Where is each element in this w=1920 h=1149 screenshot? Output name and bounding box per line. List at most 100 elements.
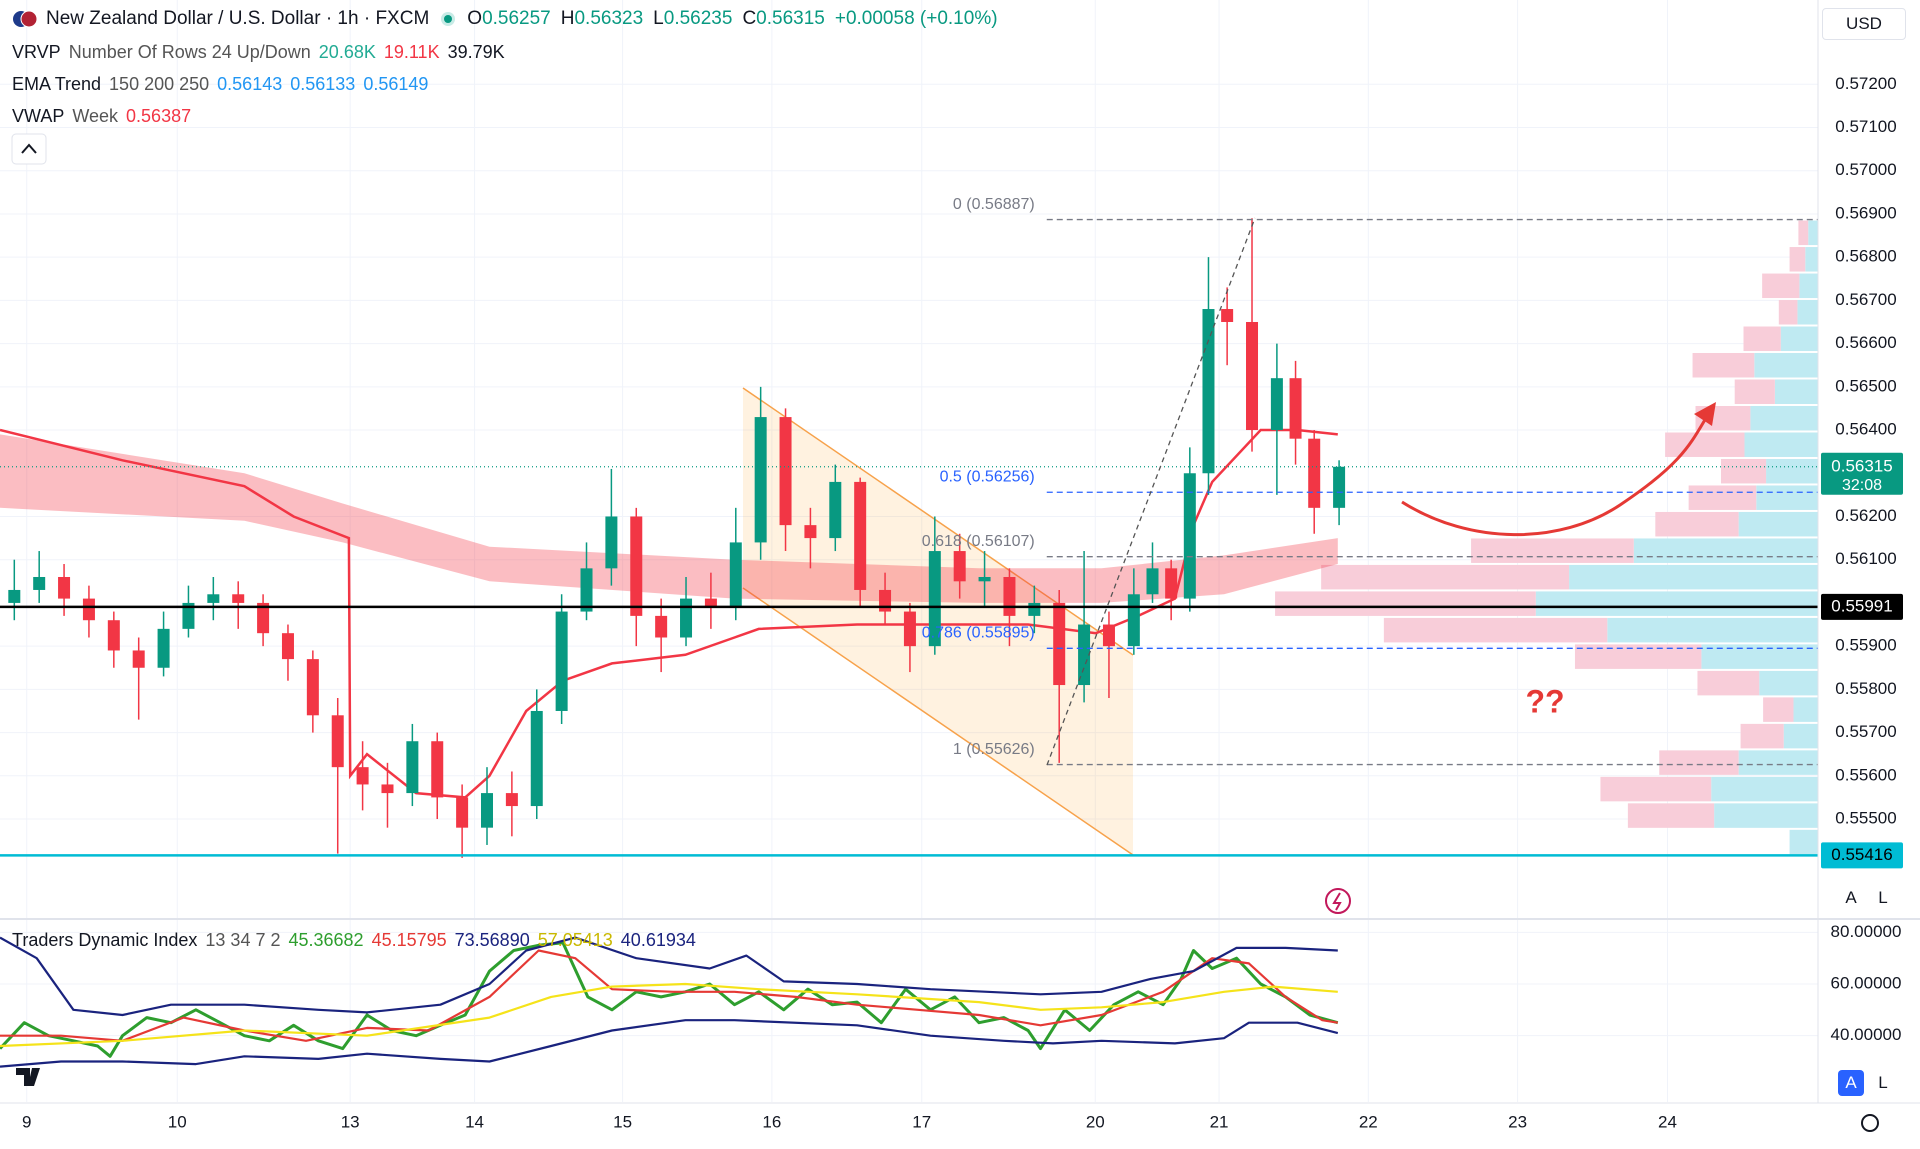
candle-body — [107, 620, 120, 651]
candle-body — [356, 767, 369, 785]
x-tick-label: 24 — [1658, 1112, 1677, 1131]
volume-up — [1783, 723, 1818, 749]
indicator-value: 0.56387 — [126, 106, 192, 126]
candle-body — [431, 741, 444, 798]
x-tick-label: 20 — [1086, 1112, 1105, 1131]
fib-label: 0.5 (0.56256) — [940, 468, 1035, 485]
alert-icon[interactable] — [1325, 888, 1351, 914]
x-tick-label: 17 — [912, 1112, 931, 1131]
candle-body — [1053, 602, 1066, 686]
volume-down — [1688, 485, 1757, 510]
candle-body — [1333, 466, 1346, 508]
indicator-legend[interactable]: EMA Trend 150 200 250 0.56143 0.56133 0.5614… — [12, 74, 428, 95]
indicator-legend[interactable]: VRVP Number Of Rows 24 Up/Down 20.68K 19.11… — [12, 42, 505, 63]
candle-body — [306, 659, 319, 716]
candle-body — [879, 589, 892, 612]
volume-up — [1756, 485, 1818, 510]
candle-body — [207, 594, 220, 603]
button-label: L — [1878, 1073, 1888, 1092]
indicator-value: 45.15795 — [371, 930, 447, 950]
symbol-legend: New Zealand Dollar / U.S. Dollar · 1h · … — [12, 8, 998, 30]
tdi-line — [0, 941, 1339, 1058]
ohlc-values: O0.56257 H0.56323 L0.56235 C0.56315 +0.00058… — [467, 8, 997, 30]
alert-bolt — [1332, 892, 1342, 911]
volume-up — [1805, 247, 1818, 272]
candle-body — [157, 628, 170, 668]
tdi-line — [0, 949, 1338, 1042]
indicator-value: 40.61934 — [620, 930, 696, 950]
volume-down — [1740, 723, 1784, 749]
indicator-params: 150 200 250 — [109, 74, 210, 94]
symbol-title[interactable]: New Zealand Dollar / U.S. Dollar · 1h · … — [46, 8, 430, 29]
candle-body — [729, 542, 742, 608]
candle-body — [281, 633, 294, 660]
candle-body — [1183, 473, 1196, 599]
volume-up — [1808, 220, 1818, 246]
x-tick-label: 15 — [613, 1112, 632, 1131]
indicator-value: 20.68K — [318, 42, 376, 62]
candle-body — [829, 481, 842, 539]
y-tick-label: 0.55500 — [1835, 809, 1896, 828]
ohlc-key: O — [467, 8, 483, 29]
tdi-legend: Traders Dynamic Index 13 34 7 2 45.36682 45… — [12, 930, 696, 951]
candle-body — [1202, 309, 1215, 474]
tdi-line — [0, 982, 1338, 1048]
fib-label: 1 (0.55626) — [953, 741, 1035, 758]
volume-up — [1780, 326, 1818, 352]
volume-up — [1633, 538, 1818, 563]
auto-scale-button[interactable]: A — [1838, 1070, 1864, 1096]
x-tick-label: 13 — [341, 1112, 360, 1131]
log-scale-button[interactable]: L — [1870, 1070, 1896, 1096]
candle-body — [854, 481, 867, 590]
settings-icon[interactable] — [1861, 1114, 1879, 1132]
price-tag — [1821, 593, 1903, 620]
x-tick-label: 22 — [1359, 1112, 1378, 1131]
y-tick-label: 0.56900 — [1835, 203, 1896, 222]
log-scale-button[interactable]: L — [1870, 885, 1896, 911]
indicator-params: Number Of Rows 24 Up/Down — [68, 42, 311, 62]
candle-body — [480, 793, 493, 828]
y-tick-label: 0.57200 — [1835, 74, 1896, 93]
volume-down — [1471, 538, 1634, 563]
y-tick-label: 0.56100 — [1835, 549, 1896, 568]
tdi-line — [0, 1019, 1339, 1068]
candle-body — [82, 598, 95, 621]
ohlc-item: O0.56257 — [467, 8, 550, 30]
auto-scale-button[interactable]: A — [1838, 885, 1864, 911]
indicator-name: Traders Dynamic Index — [12, 930, 198, 950]
ohlc-item: H0.56323 — [561, 8, 643, 30]
candle-body — [754, 417, 767, 543]
y-tick-label: 40.00000 — [1831, 1025, 1902, 1044]
candle-body — [605, 516, 618, 569]
countdown-label: 32:08 — [1842, 477, 1882, 494]
candle-body — [680, 598, 693, 638]
candle-body — [33, 576, 46, 590]
indicator-legend[interactable]: VWAP Week 0.56387 — [12, 106, 191, 127]
price-tags: 0.55991 0.55416 0.56315 32:08 — [1821, 452, 1903, 869]
collapse-button[interactable] — [11, 133, 47, 165]
last-price-tag — [1821, 452, 1903, 495]
price-change: +0.00058 (+0.10%) — [834, 8, 998, 29]
volume-down — [1665, 432, 1745, 457]
channel-lower — [742, 587, 1134, 856]
candle-body — [1246, 321, 1259, 431]
ohlc-key: H — [560, 8, 575, 29]
price-tag — [1821, 842, 1903, 869]
currency-button[interactable]: USD — [1822, 8, 1906, 40]
volume-up — [1535, 591, 1818, 616]
volume-down — [1763, 697, 1794, 722]
y-tick-label: 0.55800 — [1835, 679, 1896, 698]
volume-up — [1711, 776, 1818, 802]
forecast-arrow — [1401, 417, 1708, 537]
volume-up — [1750, 405, 1818, 431]
volume-down — [1600, 776, 1712, 802]
x-tick-label: 23 — [1508, 1112, 1527, 1131]
indicator-params: 13 34 7 2 — [205, 930, 281, 950]
volume-down — [1383, 617, 1608, 643]
y-tick-label: 0.56200 — [1835, 506, 1896, 525]
y-tick-label: 0.55900 — [1835, 636, 1896, 655]
fib-label: 0 (0.56887) — [953, 196, 1035, 213]
indicator-value: 0.56149 — [363, 74, 429, 94]
symbol-flags — [13, 10, 38, 28]
